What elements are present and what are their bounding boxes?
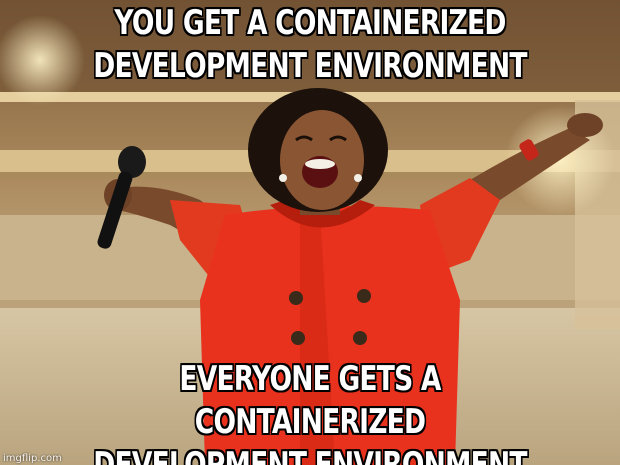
caption-top-line-2: DEVELOPMENT ENVIRONMENT xyxy=(93,46,527,86)
upper-band xyxy=(0,0,620,95)
left-eye xyxy=(295,135,313,142)
dress-button xyxy=(291,331,305,345)
microphone-handle xyxy=(97,171,133,249)
watermark: imgflip.com xyxy=(3,453,62,464)
caption-bottom-line-2: DEVELOPMENT ENVIRONMENT xyxy=(93,445,527,465)
caption-top: YOU GET A CONTAINERIZED DEVELOPMENT ENVI… xyxy=(68,2,552,88)
red-dress xyxy=(200,206,460,465)
teeth xyxy=(305,159,335,169)
caption-bottom: EVERYONE GETS A CONTAINERIZED DEVELOPMEN… xyxy=(68,358,552,465)
stage-light-left xyxy=(0,15,85,105)
right-eye xyxy=(329,135,347,142)
dress-button xyxy=(357,289,371,303)
dress-shading xyxy=(300,210,335,465)
right-earring xyxy=(354,174,362,182)
bracelet xyxy=(519,139,539,161)
dress-button xyxy=(289,291,303,305)
left-earring xyxy=(279,174,287,182)
dress-collar xyxy=(270,200,375,228)
right-hand xyxy=(567,113,603,137)
dress-button xyxy=(353,331,367,345)
microphone-head xyxy=(118,146,146,178)
caption-bottom-line-1: EVERYONE GETS A CONTAINERIZED xyxy=(179,359,441,442)
caption-top-line-1: YOU GET A CONTAINERIZED xyxy=(114,3,506,43)
